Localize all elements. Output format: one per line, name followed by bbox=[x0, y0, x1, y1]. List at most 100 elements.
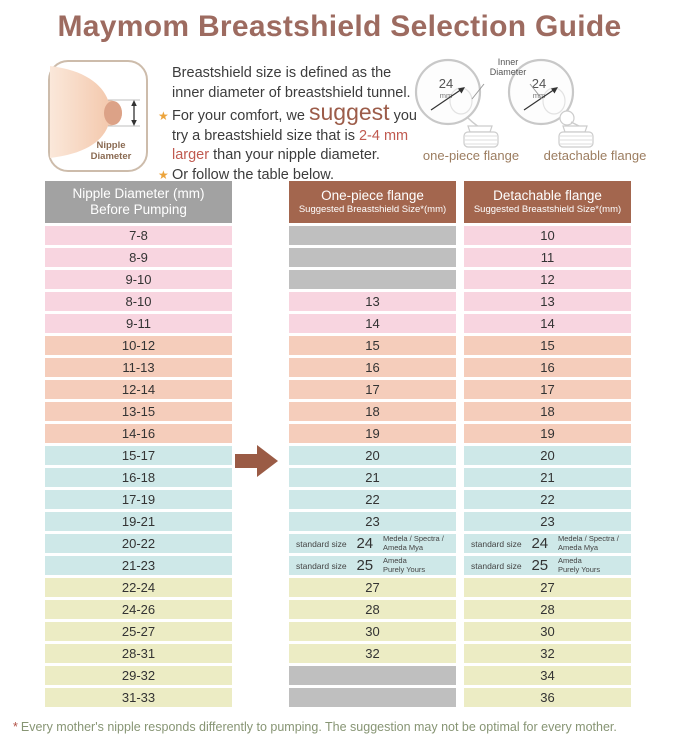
svg-text:24: 24 bbox=[439, 76, 453, 91]
diameter-cell: 7-8 bbox=[45, 226, 232, 245]
brand-names: Medela / Spectra / Ameda Mya bbox=[383, 534, 444, 552]
intro-bullet-2: ★ Or follow the table below. bbox=[158, 166, 424, 186]
one-piece-flange-caption: one-piece flange bbox=[422, 148, 520, 163]
detachable-cell: 12 bbox=[464, 270, 631, 289]
one-piece-cell: 27 bbox=[289, 578, 456, 597]
inner-diameter-pointer-lines bbox=[471, 83, 543, 100]
one-piece-cell bbox=[289, 270, 456, 289]
detachable-cell: standard size 25 Ameda Purely Yours bbox=[464, 556, 631, 575]
detachable-cell: standard size 24 Medela / Spectra / Ameda M… bbox=[464, 534, 631, 553]
diameter-cell: 14-16 bbox=[45, 424, 232, 443]
star-icon: ★ bbox=[158, 109, 169, 123]
brand-names: Ameda Purely Yours bbox=[558, 556, 601, 574]
larger-highlight: larger bbox=[172, 147, 210, 163]
one-piece-cell: standard size 25 Ameda Purely Yours bbox=[289, 556, 456, 575]
diameter-cell: 15-17 bbox=[45, 446, 232, 465]
diameter-cell: 17-19 bbox=[45, 490, 232, 509]
one-piece-cell: 19 bbox=[289, 424, 456, 443]
one-piece-cell: 13 bbox=[289, 292, 456, 311]
diameter-cell: 8-9 bbox=[45, 248, 232, 267]
detachable-cell: 30 bbox=[464, 622, 631, 641]
size-range-highlight: 2-4 mm bbox=[358, 127, 409, 144]
svg-text:24: 24 bbox=[532, 76, 546, 91]
one-piece-cell: 23 bbox=[289, 512, 456, 531]
one-piece-cell: 22 bbox=[289, 490, 456, 509]
diameter-cell: 28-31 bbox=[45, 644, 232, 663]
intro-bullet-1-line-2: try a breastshield size that is 2-4 mm bbox=[172, 127, 409, 144]
detachable-cell: 32 bbox=[464, 644, 631, 663]
detachable-flange-caption: detachable flange bbox=[543, 148, 647, 163]
detachable-cell: 36 bbox=[464, 688, 631, 707]
footnote-asterisk: * bbox=[13, 720, 18, 734]
col-header-one-piece: One-piece flange Suggested Breastshield … bbox=[289, 181, 456, 223]
diameter-cell: 31-33 bbox=[45, 688, 232, 707]
svg-text:mm: mm bbox=[440, 91, 453, 100]
selection-table: Nipple Diameter (mm) Before Pumping One-… bbox=[45, 181, 631, 707]
diameter-cell: 24-26 bbox=[45, 600, 232, 619]
one-piece-cell: 18 bbox=[289, 402, 456, 421]
one-piece-cell bbox=[289, 248, 456, 267]
one-piece-cell: 21 bbox=[289, 468, 456, 487]
one-piece-cell: 16 bbox=[289, 358, 456, 377]
diameter-cell: 12-14 bbox=[45, 380, 232, 399]
diameter-cell: 21-23 bbox=[45, 556, 232, 575]
diameter-cell: 11-13 bbox=[45, 358, 232, 377]
size-value: 25 bbox=[356, 557, 374, 574]
detachable-cell: 14 bbox=[464, 314, 631, 333]
diameter-cell: 8-10 bbox=[45, 292, 232, 311]
diameter-cell: 25-27 bbox=[45, 622, 232, 641]
intro-bullet-1-line-3: larger than your nipple diameter. bbox=[172, 147, 380, 163]
diameter-cell: 10-12 bbox=[45, 336, 232, 355]
one-piece-cell: 30 bbox=[289, 622, 456, 641]
detachable-cell: 21 bbox=[464, 468, 631, 487]
intro-line-2: inner diameter of breastshield tunnel. bbox=[172, 84, 411, 101]
breast-illustration bbox=[50, 66, 140, 158]
detachable-cell: 13 bbox=[464, 292, 631, 311]
standard-size-label: standard size bbox=[296, 560, 347, 571]
nipple-diameter-label: Nipple Diameter bbox=[90, 140, 132, 162]
diameter-cell: 16-18 bbox=[45, 468, 232, 487]
arrow-right-icon bbox=[235, 445, 278, 477]
detachable-cell: 20 bbox=[464, 446, 631, 465]
size-value: 25 bbox=[531, 557, 549, 574]
one-piece-cell bbox=[289, 666, 456, 685]
detachable-cell: 16 bbox=[464, 358, 631, 377]
standard-size-label: standard size bbox=[296, 538, 347, 549]
diameter-cell: 9-10 bbox=[45, 270, 232, 289]
intro-bullet-1: ★ For your comfort, we suggest you bbox=[158, 99, 417, 125]
detachable-cell: 28 bbox=[464, 600, 631, 619]
one-piece-cell: 17 bbox=[289, 380, 456, 399]
diameter-cell: 22-24 bbox=[45, 578, 232, 597]
detachable-cell: 11 bbox=[464, 248, 631, 267]
detachable-cell: 23 bbox=[464, 512, 631, 531]
one-piece-cell: standard size 24 Medela / Spectra / Ameda M… bbox=[289, 534, 456, 553]
detachable-flange-illustration: 24 mm bbox=[505, 56, 607, 153]
one-piece-cell: 20 bbox=[289, 446, 456, 465]
star-icon: ★ bbox=[158, 167, 169, 182]
one-piece-cell bbox=[289, 226, 456, 245]
detachable-cell: 10 bbox=[464, 226, 631, 245]
detachable-cell: 27 bbox=[464, 578, 631, 597]
footnote: * Every mother's nipple responds differen… bbox=[13, 720, 673, 734]
intro-text: Breastshield size is defined as the inne… bbox=[158, 64, 424, 185]
standard-size-label: standard size bbox=[471, 560, 522, 571]
detachable-cell: 22 bbox=[464, 490, 631, 509]
breast-diagram: Nipple Diameter bbox=[48, 60, 148, 172]
standard-size-label: standard size bbox=[471, 538, 522, 549]
diameter-cell: 29-32 bbox=[45, 666, 232, 685]
one-piece-cell: 15 bbox=[289, 336, 456, 355]
diameter-cell: 19-21 bbox=[45, 512, 232, 531]
col-header-nipple-diameter: Nipple Diameter (mm) Before Pumping bbox=[45, 181, 232, 223]
detachable-cell: 34 bbox=[464, 666, 631, 685]
footnote-text: Every mother's nipple responds different… bbox=[20, 720, 617, 734]
diameter-cell: 9-11 bbox=[45, 314, 232, 333]
detachable-cell: 17 bbox=[464, 380, 631, 399]
size-value: 24 bbox=[356, 535, 374, 552]
detachable-cell: 18 bbox=[464, 402, 631, 421]
page-title: Maymom Breastshield Selection Guide bbox=[57, 10, 622, 43]
inner-diameter-label: Inner Diameter bbox=[489, 57, 527, 77]
suggest-emphasis: suggest bbox=[308, 99, 390, 125]
one-piece-cell bbox=[289, 688, 456, 707]
col-header-detachable: Detachable flange Suggested Breastshield… bbox=[464, 181, 631, 223]
